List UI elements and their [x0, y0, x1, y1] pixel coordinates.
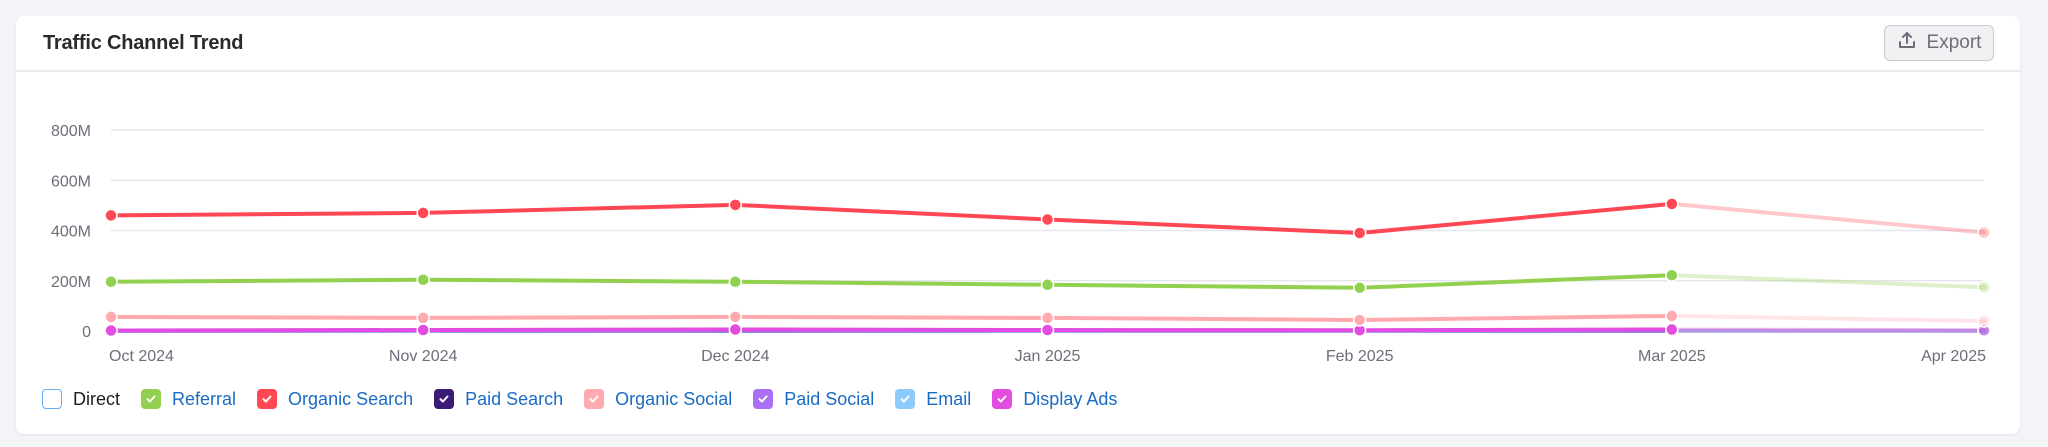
legend-label: Email [926, 388, 972, 409]
data-point[interactable] [728, 310, 743, 324]
x-tick-label: Feb 2025 [1326, 348, 1394, 365]
data-point[interactable] [104, 208, 118, 223]
data-point[interactable] [1040, 311, 1055, 325]
data-point[interactable] [728, 275, 743, 289]
export-button[interactable]: Export [1884, 25, 1994, 61]
card-title: Traffic Channel Trend [43, 31, 244, 54]
data-point[interactable] [1665, 197, 1679, 211]
y-tick-label: 400M [51, 224, 91, 241]
legend-item-paid-search[interactable]: Paid Search [434, 389, 563, 410]
upload-icon [1897, 30, 1917, 56]
series-display-ads[interactable] [104, 322, 1991, 338]
checkbox-checked-icon[interactable] [992, 389, 1013, 409]
legend-item-display-ads[interactable]: Display Ads [992, 389, 1117, 410]
data-point[interactable] [416, 323, 430, 337]
checkbox-checked-icon[interactable] [895, 389, 916, 409]
data-point[interactable] [104, 275, 118, 289]
data-point[interactable] [1352, 313, 1367, 327]
legend-label: Organic Social [615, 388, 733, 409]
checkbox-checked-icon[interactable] [434, 389, 455, 409]
data-point[interactable] [1665, 268, 1679, 282]
y-tick-label: 0 [82, 324, 91, 341]
data-point[interactable] [1977, 225, 1991, 240]
series-referral[interactable] [104, 268, 1991, 295]
checkbox-unchecked-icon[interactable] [42, 389, 62, 409]
data-point[interactable] [728, 198, 743, 212]
data-point[interactable] [1977, 280, 1991, 295]
x-tick-label: Nov 2024 [389, 348, 458, 365]
legend-item-email[interactable]: Email [895, 389, 971, 410]
chart-canvas: 0 200M 400M 600M 800M Oct 2024 Nov 2024 Dec 202… [51, 123, 1991, 365]
data-point[interactable] [1040, 212, 1055, 227]
data-point[interactable] [1977, 323, 1991, 337]
legend-label: Display Ads [1023, 388, 1118, 409]
data-point[interactable] [1040, 278, 1055, 292]
legend-label: Direct [73, 388, 121, 409]
legend-item-organic-social[interactable]: Organic Social [584, 389, 732, 410]
data-point[interactable] [104, 310, 118, 324]
legend-label: Organic Search [288, 388, 414, 409]
x-tick-label: Dec 2024 [701, 348, 770, 365]
data-point[interactable] [104, 323, 118, 338]
x-tick-label: Mar 2025 [1638, 348, 1706, 365]
checkbox-checked-icon[interactable] [584, 389, 605, 409]
export-label: Export [1926, 32, 1982, 53]
y-tick-label: 800M [51, 123, 91, 140]
checkbox-checked-icon[interactable] [257, 389, 278, 409]
checkbox-checked-icon[interactable] [141, 389, 162, 409]
x-tick-label: Apr 2025 [1921, 348, 1986, 365]
data-point[interactable] [416, 311, 430, 325]
data-point[interactable] [1352, 226, 1367, 240]
legend-item-direct[interactable]: Direct [42, 389, 120, 410]
data-point[interactable] [1040, 323, 1055, 337]
y-tick-label: 600M [51, 173, 91, 190]
legend-label: Paid Search [465, 388, 564, 409]
data-point[interactable] [1665, 309, 1679, 323]
data-point[interactable] [728, 322, 743, 337]
data-point[interactable] [416, 206, 430, 220]
checkbox-checked-icon[interactable] [753, 389, 774, 409]
data-point[interactable] [1977, 314, 1991, 328]
data-point[interactable] [1352, 281, 1367, 295]
series-organic-social[interactable] [104, 309, 1991, 328]
chart-legend: Direct Referral Organic Search Paid Search O… [42, 384, 1138, 414]
series-organic-search[interactable] [104, 197, 1991, 240]
legend-label: Referral [172, 388, 237, 409]
legend-item-paid-social[interactable]: Paid Social [753, 389, 874, 410]
data-point[interactable] [416, 272, 430, 287]
y-tick-label: 200M [51, 274, 91, 291]
line-chart: 0 200M 400M 600M 800M Oct 2024 Nov 2024 Dec 202… [16, 74, 2020, 374]
card-header: Traffic Channel Trend Export [16, 16, 2020, 72]
legend-label: Paid Social [784, 388, 875, 409]
legend-item-referral[interactable]: Referral [141, 389, 236, 410]
traffic-channel-trend-card: Traffic Channel Trend Export 0 200M 400M 60… [16, 16, 2020, 434]
data-point[interactable] [1665, 322, 1679, 337]
x-tick-label: Jan 2025 [1015, 348, 1081, 365]
x-tick-label: Oct 2024 [109, 348, 174, 365]
legend-item-organic-search[interactable]: Organic Search [257, 389, 413, 410]
